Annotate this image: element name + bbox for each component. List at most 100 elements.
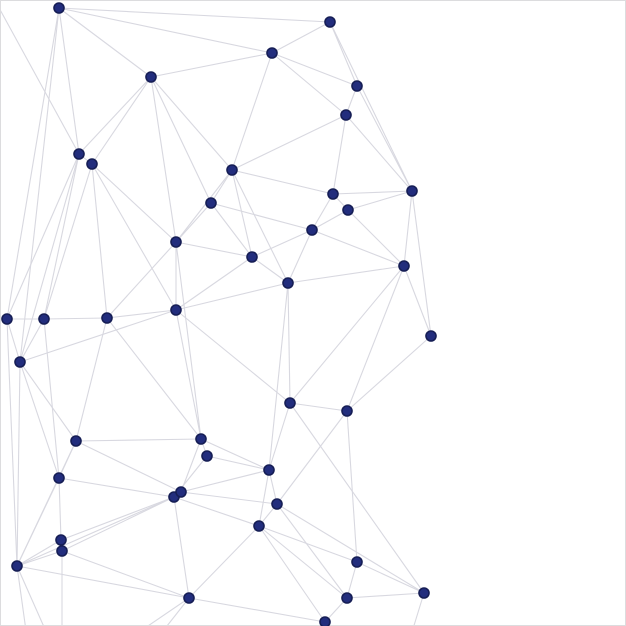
network-edge (287, 265, 405, 284)
network-edge (58, 477, 62, 541)
network-edge (346, 410, 358, 563)
network-edge (150, 76, 233, 171)
network-node (246, 251, 258, 263)
network-edge (258, 525, 358, 563)
network-edge (403, 190, 413, 267)
network-node (205, 197, 217, 209)
network-edge (6, 7, 60, 320)
network-edge (91, 163, 177, 311)
network-edge (75, 440, 182, 493)
network-edge (175, 309, 291, 404)
network-edge (345, 114, 413, 192)
network-edge (287, 282, 291, 404)
network-edge (180, 438, 202, 493)
network-edge (346, 561, 358, 599)
network-node (425, 330, 437, 342)
network-node (170, 236, 182, 248)
network-edge (188, 597, 326, 623)
network-edge (231, 52, 273, 171)
network-node (201, 450, 213, 462)
network-node (327, 188, 339, 200)
network-edge (150, 52, 273, 78)
network-edge (19, 361, 60, 479)
network-edge (150, 76, 177, 243)
network-node (398, 260, 410, 272)
network-edge (332, 190, 413, 195)
network-node (14, 356, 26, 368)
network-node (73, 148, 85, 160)
network-edge (150, 76, 212, 204)
network-edge (276, 503, 425, 594)
network-edge (16, 361, 21, 567)
network-node (341, 592, 353, 604)
network-edge (91, 163, 108, 319)
network-edge (210, 169, 233, 204)
network-edge (276, 410, 348, 505)
network-edge (58, 7, 80, 155)
network-edge (78, 76, 152, 155)
network-node (306, 224, 318, 236)
network-edge (91, 76, 152, 165)
network-node (1, 313, 13, 325)
network-node (53, 472, 65, 484)
network-edge (43, 163, 93, 320)
network-edge (58, 477, 175, 498)
network-edge (271, 52, 347, 116)
network-edge (180, 491, 278, 505)
network-node (342, 204, 354, 216)
network-edge (268, 402, 291, 471)
network-node (101, 312, 113, 324)
network-node (175, 486, 187, 498)
network-edge (106, 241, 177, 319)
network-edge-stub (146, 597, 190, 626)
network-edge (16, 496, 175, 567)
network-edge (175, 169, 233, 243)
network-edge (6, 153, 80, 320)
network-edge (287, 229, 313, 284)
network-node (351, 80, 363, 92)
network-edge (175, 241, 202, 440)
network-edge (210, 202, 313, 231)
network-edge (251, 256, 289, 284)
network-node (340, 109, 352, 121)
network-edge (16, 477, 60, 567)
network-node (183, 592, 195, 604)
network-edge (16, 539, 62, 567)
network-edge (58, 7, 152, 78)
network-edge (173, 496, 260, 527)
network-edge (346, 265, 405, 412)
network-node (319, 616, 331, 626)
network-edge (175, 309, 202, 440)
network-edge (210, 202, 253, 258)
network-edge (251, 229, 313, 258)
network-edge (43, 153, 80, 320)
network-edge (58, 7, 273, 54)
network-node (53, 2, 65, 14)
network-node (38, 313, 50, 325)
network-edge (19, 309, 177, 363)
network-edge-stub (0, 8, 80, 155)
network-edge (347, 190, 413, 211)
network-edge (346, 335, 432, 412)
network-edge (16, 565, 190, 599)
network-node (282, 277, 294, 289)
network-edge (16, 550, 63, 567)
network-edge (200, 438, 270, 471)
network-edge (231, 169, 334, 195)
network-node (55, 534, 67, 546)
network-node (263, 464, 275, 476)
network-node (341, 405, 353, 417)
network-edge-stub (16, 565, 26, 626)
network-edge (311, 193, 334, 231)
network-edge (347, 209, 405, 267)
network-edge (231, 169, 253, 258)
network-edge (173, 496, 190, 599)
network-node (418, 587, 430, 599)
network-edge (311, 209, 349, 231)
network-edge (356, 561, 425, 594)
network-edge (258, 525, 326, 623)
network-edge (346, 592, 425, 599)
network-edge (75, 438, 202, 442)
